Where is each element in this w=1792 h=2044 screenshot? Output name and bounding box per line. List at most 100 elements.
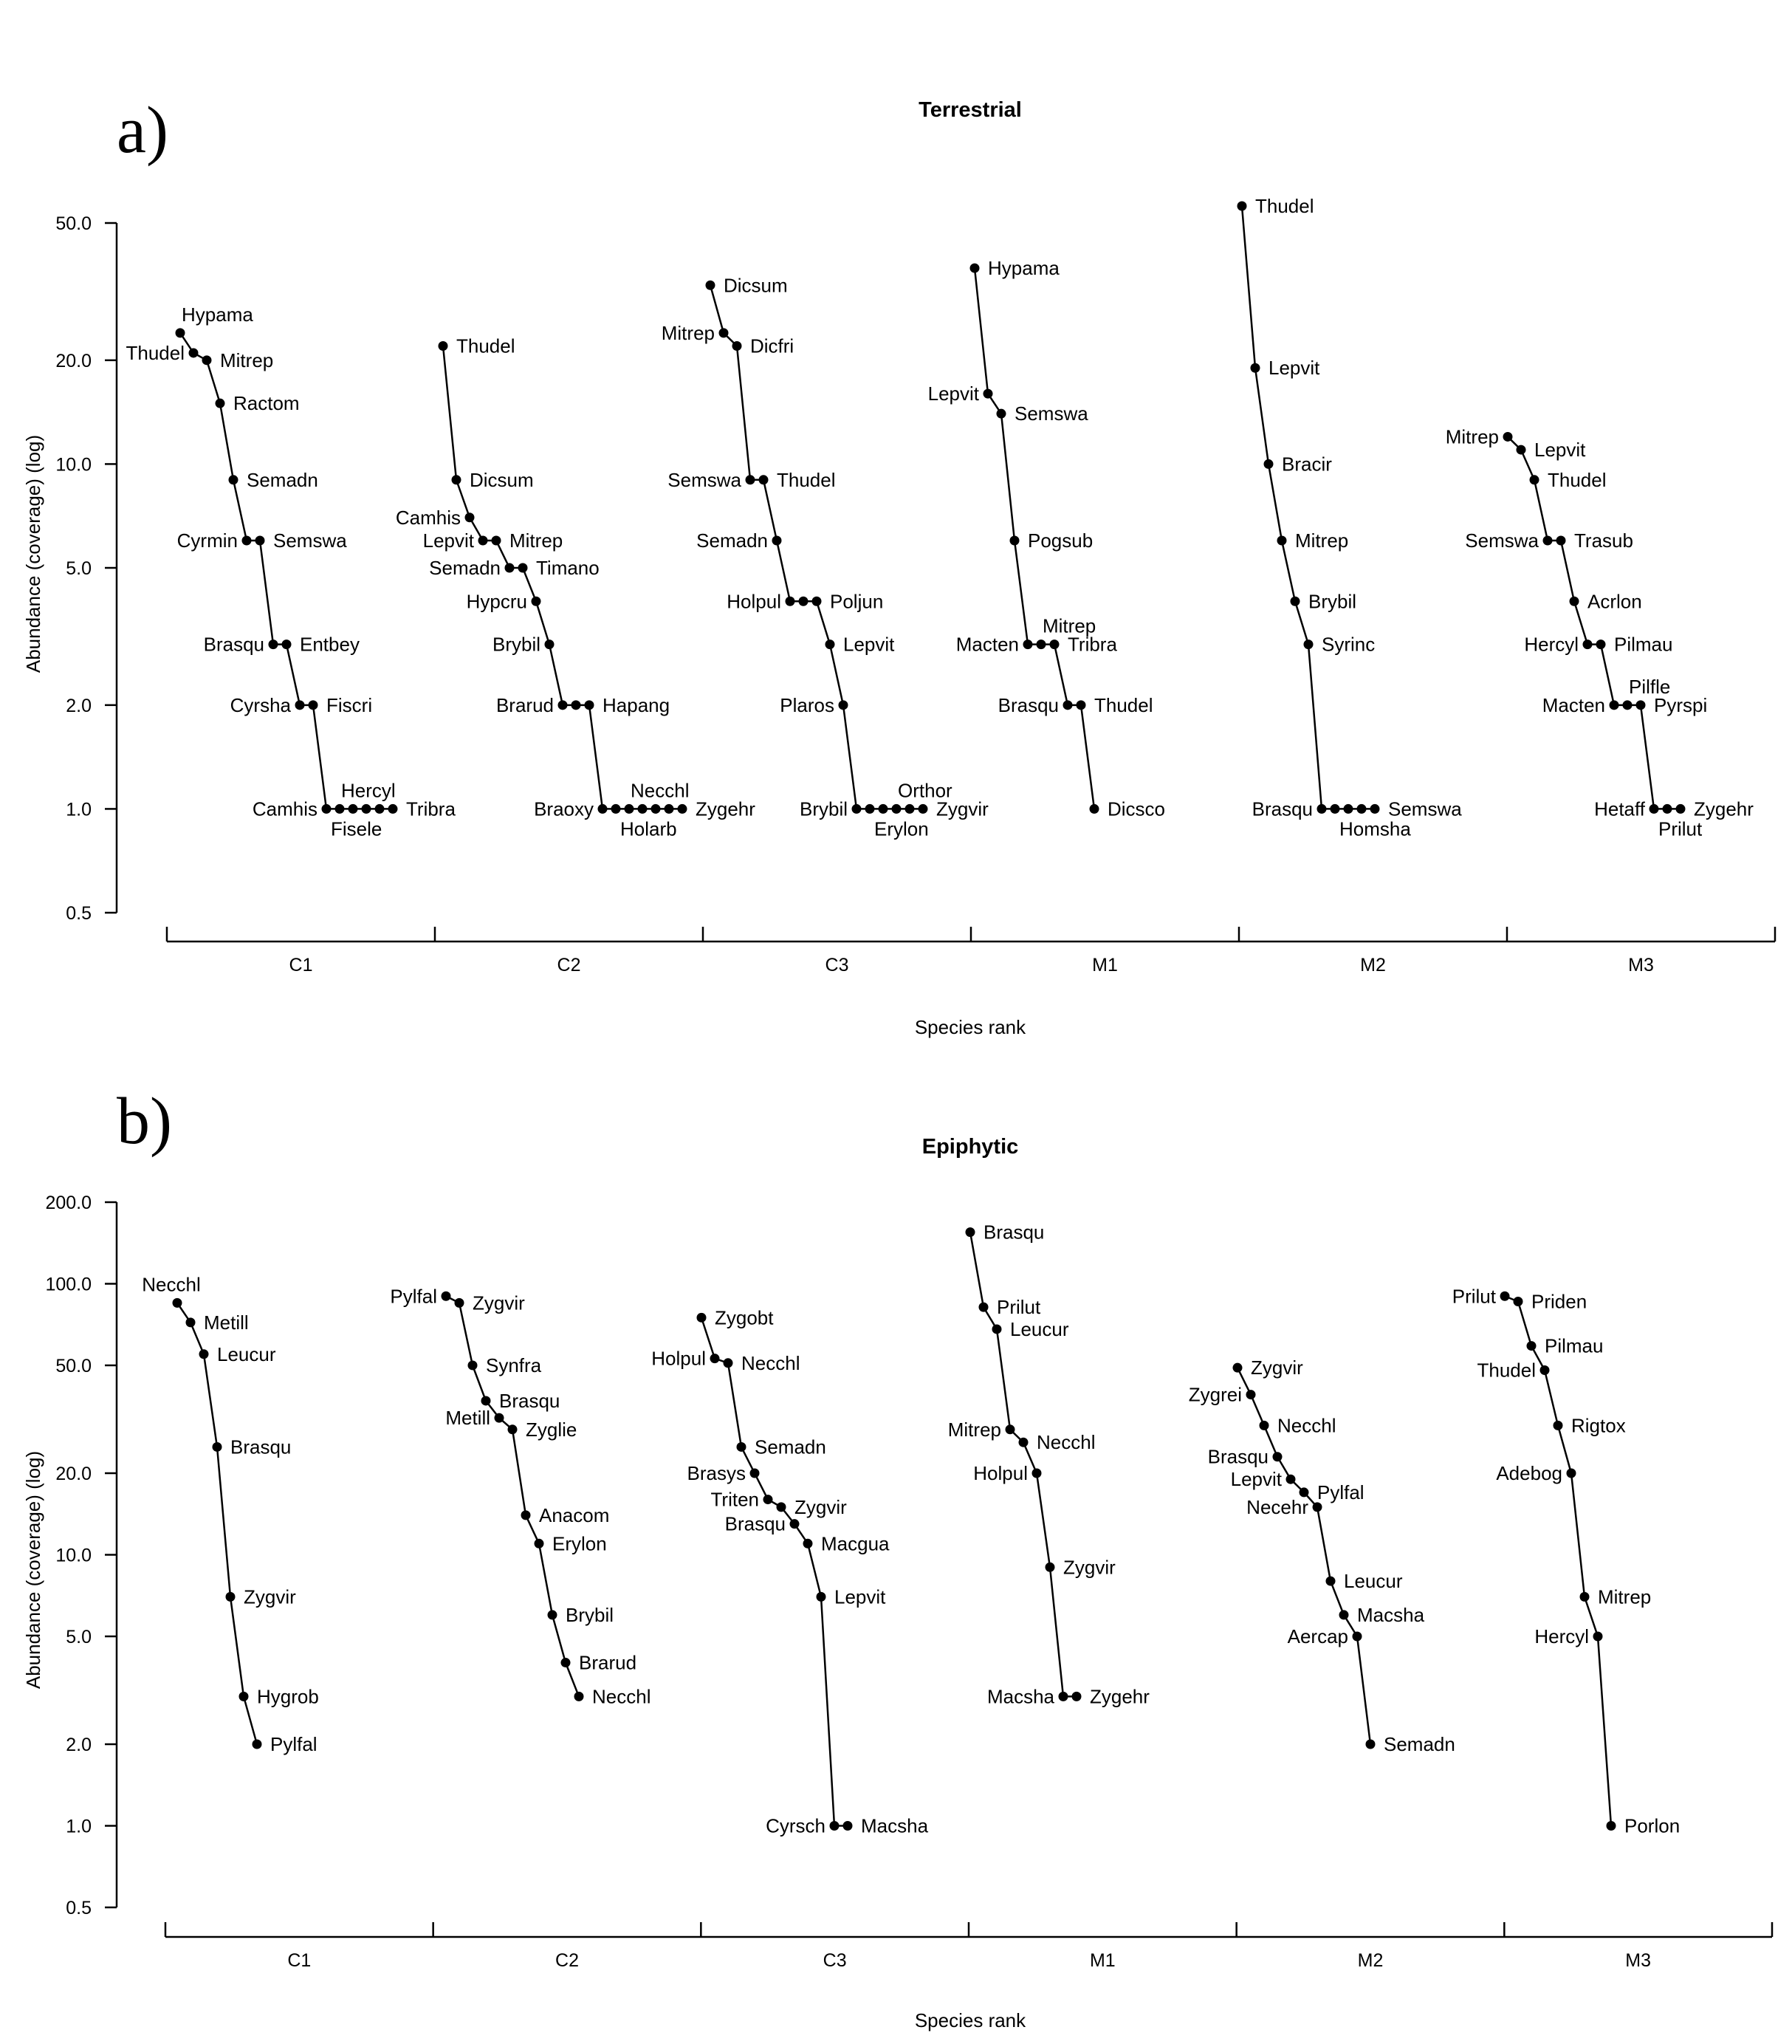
species-label: Brasqu <box>204 634 264 656</box>
x-tick-label: C2 <box>555 1950 579 1971</box>
data-point <box>1045 1562 1055 1572</box>
data-point <box>1063 700 1073 710</box>
data-point <box>1596 639 1606 650</box>
data-point <box>175 328 185 338</box>
data-point <box>199 1349 209 1359</box>
y-tick-label: 0.5 <box>66 903 92 924</box>
species-label: Zygvir <box>473 1292 525 1314</box>
species-label: Tribra <box>406 798 456 820</box>
y-axis-b: 0.5 1.0 2.0 5.0 10.0 20.0 50.0 100.0 200.0 <box>45 1193 118 1918</box>
data-point <box>464 512 475 523</box>
y-tick-label: 1.0 <box>66 799 92 820</box>
data-point <box>718 328 729 338</box>
species-label: Necchl <box>741 1352 800 1374</box>
data-point <box>202 355 212 366</box>
data-point <box>1370 803 1380 814</box>
species-label: Dicsum <box>724 274 788 296</box>
species-label: Acrlon <box>1587 590 1642 612</box>
species-label: Pilmau <box>1614 634 1672 656</box>
y-tick-label: 100.0 <box>45 1274 92 1294</box>
species-label: Metill <box>445 1407 490 1429</box>
data-point <box>1285 1474 1296 1484</box>
species-label: Lepvit <box>1534 439 1586 461</box>
species-label: Holpul <box>651 1348 706 1370</box>
species-label: Hypcru <box>467 590 527 612</box>
plot-area-b: NecchlMetillLeucurBrasquZygvirHygrobPylf… <box>142 1221 1680 1837</box>
species-label: Semswa <box>1015 402 1088 425</box>
species-label: Dicsum <box>470 469 534 491</box>
data-point <box>1556 535 1566 546</box>
species-label: Hapang <box>603 694 670 716</box>
species-label: Fisele <box>331 817 382 840</box>
data-point <box>965 1227 975 1238</box>
species-label: Timano <box>536 557 600 579</box>
data-point <box>1539 1365 1550 1375</box>
data-point <box>1325 1576 1336 1586</box>
data-point <box>803 1538 813 1549</box>
data-point <box>1316 803 1327 814</box>
data-point <box>1503 431 1513 442</box>
species-label: Semadn <box>755 1436 826 1458</box>
data-point <box>851 803 862 814</box>
data-point <box>996 408 1006 419</box>
species-label: Zygehr <box>1090 1685 1150 1707</box>
data-point <box>374 803 385 814</box>
data-point <box>785 596 795 606</box>
species-label: Zygobt <box>715 1306 774 1328</box>
data-point <box>1071 1691 1082 1701</box>
series-C3: Zygobt Holpul Necchl Semadn Brasys Triten Zygv… <box>651 1306 928 1836</box>
data-point <box>281 639 292 650</box>
data-point <box>295 700 305 710</box>
species-label: Necehr <box>1246 1496 1308 1518</box>
species-label: Bracir <box>1282 453 1332 475</box>
species-label: Plaros <box>780 694 834 716</box>
data-point <box>228 475 238 485</box>
x-axis-a: C1 C2 C3 M1 M2 M3 <box>165 927 1776 975</box>
rank-abundance-curve <box>176 1302 258 1745</box>
data-point <box>1036 639 1046 650</box>
rank-abundance-curve <box>1240 205 1375 810</box>
data-point <box>571 700 581 710</box>
data-point <box>637 803 648 814</box>
species-label: Zygvir <box>244 1585 296 1608</box>
data-point <box>1675 803 1686 814</box>
data-point <box>1009 535 1020 546</box>
data-point <box>560 1658 571 1668</box>
data-point <box>772 535 782 546</box>
data-point <box>268 639 278 650</box>
x-tick-label: M3 <box>1625 1950 1651 1971</box>
species-label: Erylon <box>552 1532 607 1554</box>
species-label: Brybil <box>1308 590 1356 612</box>
data-point <box>518 563 528 573</box>
species-label: Entbey <box>300 634 360 656</box>
data-point <box>478 535 488 546</box>
data-point <box>798 596 809 606</box>
species-label: Prilut <box>997 1296 1041 1318</box>
data-point <box>1049 639 1060 650</box>
series-M2: Thudel Lepvit Bracir Mitrep Brybil Syrinc Bras… <box>1237 195 1462 840</box>
data-point <box>188 348 199 358</box>
data-point <box>1343 803 1353 814</box>
species-label: Macsha <box>1357 1604 1425 1626</box>
species-label: Mitrep <box>509 529 563 552</box>
data-point <box>454 1297 464 1308</box>
species-label: Mitrep <box>1446 425 1499 447</box>
data-point <box>451 475 461 485</box>
species-label: Necchl <box>1037 1431 1095 1453</box>
species-label: Semadn <box>1384 1733 1455 1755</box>
species-label: Mitrep <box>220 349 273 371</box>
data-point <box>255 535 265 546</box>
species-label: Leucur <box>217 1343 276 1365</box>
species-label: Macgua <box>821 1532 890 1554</box>
data-point <box>1513 1297 1523 1307</box>
species-label: Prilut <box>1452 1285 1497 1307</box>
data-point <box>1232 1362 1243 1373</box>
data-point <box>534 1538 544 1549</box>
species-label: Prilut <box>1658 817 1703 840</box>
species-label: Mitrep <box>948 1419 1001 1441</box>
y-axis-a: 0.5 1.0 2.0 5.0 10.0 20.0 50.0 <box>55 213 118 924</box>
y-tick-label: 20.0 <box>55 1464 92 1484</box>
data-point <box>1263 459 1274 469</box>
species-label: Leucur <box>1344 1570 1403 1592</box>
data-point <box>321 803 332 814</box>
